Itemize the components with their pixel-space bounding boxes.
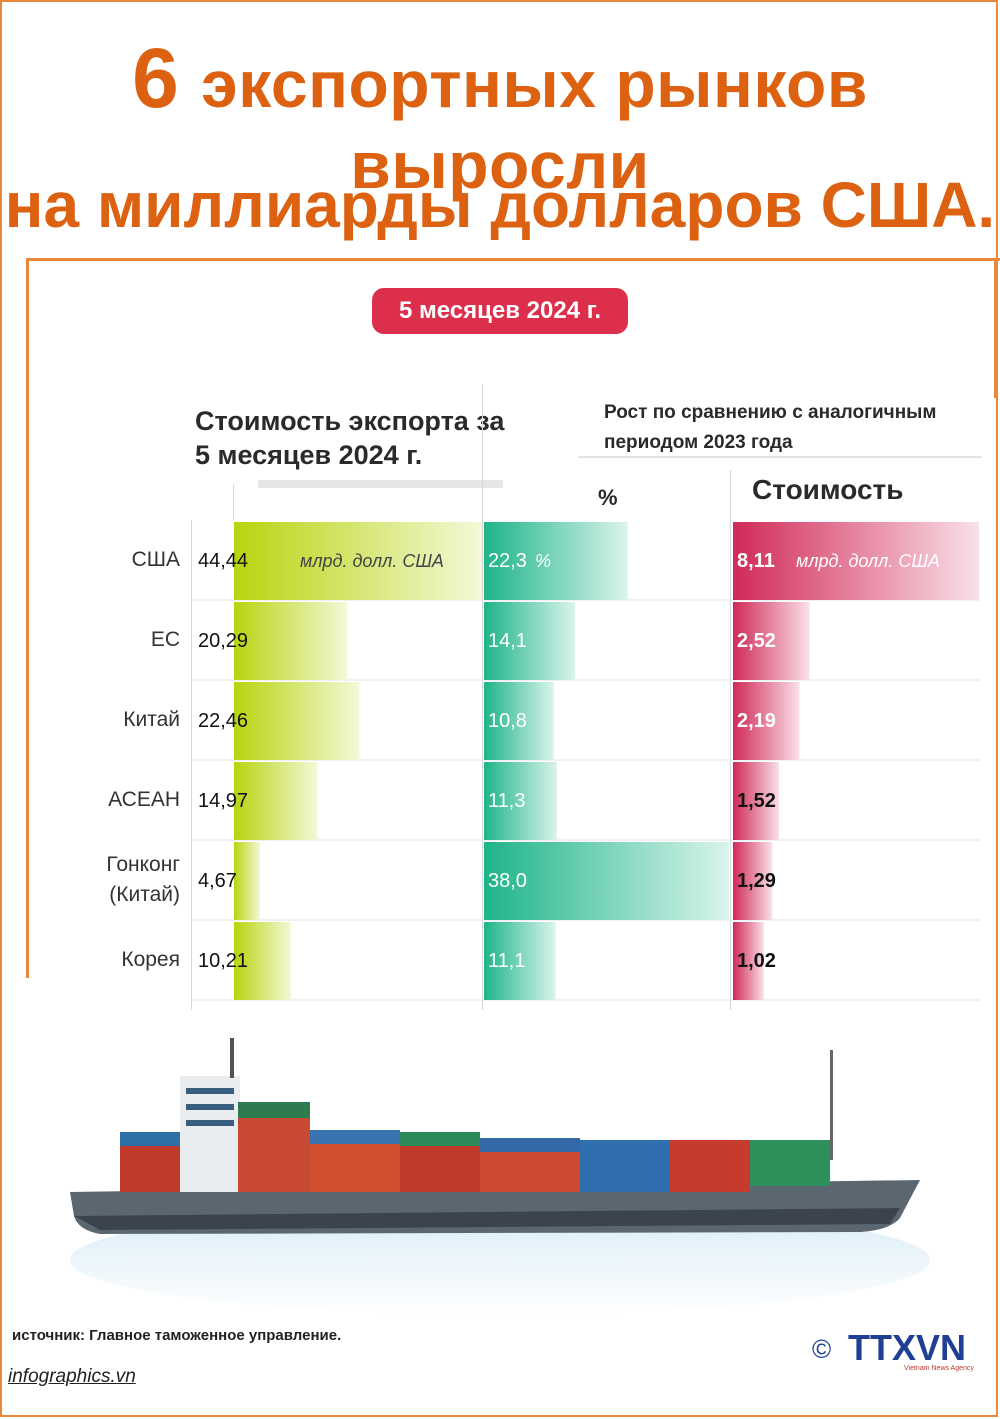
logo-tagline: Vietnam News Agency <box>904 1365 974 1372</box>
title-number: 6 <box>132 31 180 125</box>
bar-value-label: 38,0 <box>488 870 527 892</box>
bar-value-label: 8,11 <box>737 550 775 572</box>
bar-value-label: 2,19 <box>737 710 776 732</box>
country-label: Гонконг (Китай) <box>106 853 180 906</box>
bar-growth-value <box>733 922 764 1000</box>
bar-value-label: 10,8 <box>488 710 527 732</box>
bar-growth-value <box>733 602 810 680</box>
header-value: Стоимость <box>752 474 904 505</box>
unit-label: % <box>535 551 551 571</box>
bar-growth-percent <box>484 922 556 1000</box>
container-ship-illustration <box>70 1038 930 1315</box>
copyright-symbol: © <box>812 1334 831 1364</box>
bar-value-label: 14,1 <box>488 630 527 652</box>
title-line-1: 6 экспортных рынков выросли <box>0 30 1000 203</box>
header-export-value: Стоимость экспорта за 5 месяцев 2024 г. <box>195 406 505 470</box>
bar-export <box>234 922 291 1000</box>
bar-growth-value <box>733 762 780 840</box>
column-separator <box>191 520 192 1010</box>
header-growth-underline <box>578 456 982 458</box>
bar-export <box>234 842 261 920</box>
logo-name: TTXVN <box>848 1328 966 1368</box>
country-label: Китай <box>123 708 180 731</box>
bar-growth-value <box>733 842 773 920</box>
bar-growth-percent <box>484 842 729 920</box>
column-separator <box>730 470 731 1010</box>
bar-value-label: 22,46 <box>198 710 248 732</box>
bar-value-label: 14,97 <box>198 790 248 812</box>
header-growth: Рост по сравнению с аналогичным периодом… <box>604 402 937 453</box>
bar-growth-value <box>733 682 800 760</box>
column-separator <box>482 384 483 1010</box>
column-separator <box>233 484 234 520</box>
period-badge: 5 месяцев 2024 г. <box>372 288 628 334</box>
header-percent: % <box>598 485 618 510</box>
bar-growth-percent <box>484 522 628 600</box>
bar-value-label: 1,29 <box>737 870 776 892</box>
bar-value-label: 20,29 <box>198 630 248 652</box>
bar-export <box>234 522 482 600</box>
country-label: ЕС <box>150 628 180 651</box>
inner-frame-left <box>26 258 29 978</box>
bar-value-label: 22,3 <box>488 550 527 572</box>
country-label: США <box>131 548 180 571</box>
title-text-1: экспортных рынков выросли <box>201 47 868 202</box>
bar-growth-value <box>733 522 979 600</box>
bar-value-label: 44,44 <box>198 550 248 572</box>
bar-value-label: 11,1 <box>488 950 525 972</box>
bar-value-label: 2,52 <box>737 630 776 652</box>
bar-export <box>234 762 318 840</box>
unit-label: млрд. долл. США <box>300 551 444 571</box>
bar-export <box>234 602 348 680</box>
bar-value-label: 11,3 <box>488 790 525 812</box>
bar-value-label: 10,21 <box>198 950 248 972</box>
website-link[interactable]: infographics.vn <box>8 1366 136 1387</box>
bar-growth-percent <box>484 682 554 760</box>
bar-value-label: 1,02 <box>737 950 776 972</box>
bar-growth-percent <box>484 602 575 680</box>
source-note: источник: Главное таможенное управление. <box>12 1327 342 1344</box>
bar-value-label: 1,52 <box>737 790 776 812</box>
bar-value-label: 4,67 <box>198 870 237 892</box>
header-export-underline <box>258 480 503 488</box>
title-line-2: на миллиарды долларов США. <box>4 169 996 241</box>
country-label: АСЕАН <box>108 788 180 811</box>
inner-frame-right <box>994 258 997 398</box>
inner-frame-top <box>26 258 1000 261</box>
ttxvn-logo: © TTXVN Vietnam News Agency <box>812 1328 974 1372</box>
bar-export <box>234 682 360 760</box>
bar-growth-percent <box>484 762 557 840</box>
unit-label: млрд. долл. США <box>796 551 940 571</box>
country-label: Корея <box>121 948 180 971</box>
chart: 44,44 млрд. долл. США 22,3% 8,11 млрд. долл.… <box>191 522 980 1001</box>
